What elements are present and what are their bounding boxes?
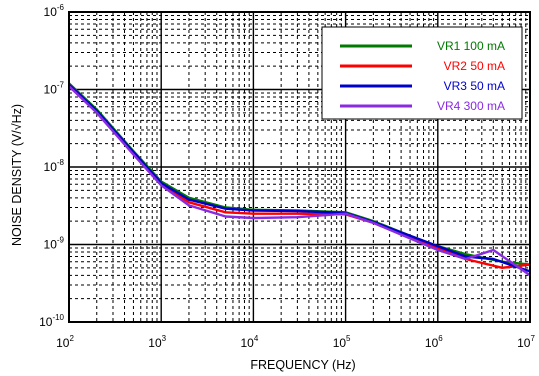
series-line-3 xyxy=(68,83,531,273)
y-axis-label: NOISE DENSITY (V/√Hz) xyxy=(10,104,24,246)
plot-frame xyxy=(68,11,531,323)
y-tick-label: 10-10 xyxy=(39,313,64,329)
tick-layer: 102 103 104 105 106 107 10-10 10-9 10-8 10-7 10-6 xyxy=(39,3,535,350)
series-layer xyxy=(68,82,531,277)
grid-layer xyxy=(69,12,530,322)
y-tick-label: 10-6 xyxy=(44,3,65,19)
legend-items: VR1 100 mA VR2 50 mA VR3 50 mA VR4 300 mA xyxy=(340,39,505,113)
y-tick-label: 10-8 xyxy=(44,158,65,174)
legend: VR1 100 mA VR2 50 mA VR3 50 mA VR4 300 mA xyxy=(321,26,523,120)
y-tick-label: 10-7 xyxy=(44,81,65,97)
x-axis-label: FREQUENCY (Hz) xyxy=(250,358,355,372)
x-tick-label: 103 xyxy=(148,334,166,350)
legend-label-1: VR1 100 mA xyxy=(437,39,505,53)
legend-label-2: VR2 50 mA xyxy=(444,59,505,73)
y-tick-label: 10-9 xyxy=(44,236,65,252)
x-tick-label: 105 xyxy=(333,334,351,350)
legend-box xyxy=(321,26,523,120)
legend-label-3: VR3 50 mA xyxy=(444,79,505,93)
x-tick-label: 107 xyxy=(517,334,535,350)
x-tick-label: 106 xyxy=(425,334,443,350)
legend-label-4: VR4 300 mA xyxy=(437,99,505,113)
x-tick-label: 102 xyxy=(56,334,74,350)
series-line-4 xyxy=(68,85,531,277)
x-tick-label: 104 xyxy=(240,334,258,350)
